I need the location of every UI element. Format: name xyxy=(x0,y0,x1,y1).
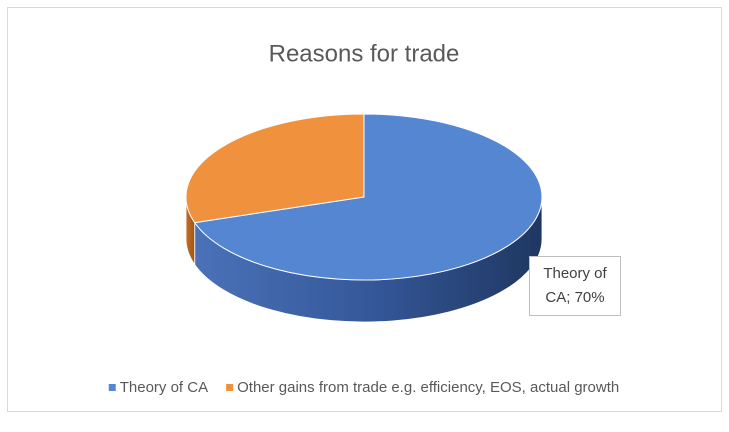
legend-label: Other gains from trade e.g. efficiency, … xyxy=(237,379,619,396)
slice xyxy=(185,113,365,224)
data-label: Theory of CA; 70% xyxy=(529,256,621,316)
chart-title: Reasons for trade xyxy=(269,40,460,67)
legend-swatch xyxy=(108,384,116,391)
slice xyxy=(193,113,543,281)
legend-swatch xyxy=(226,384,234,391)
legend-label: Theory of CA xyxy=(120,379,208,396)
